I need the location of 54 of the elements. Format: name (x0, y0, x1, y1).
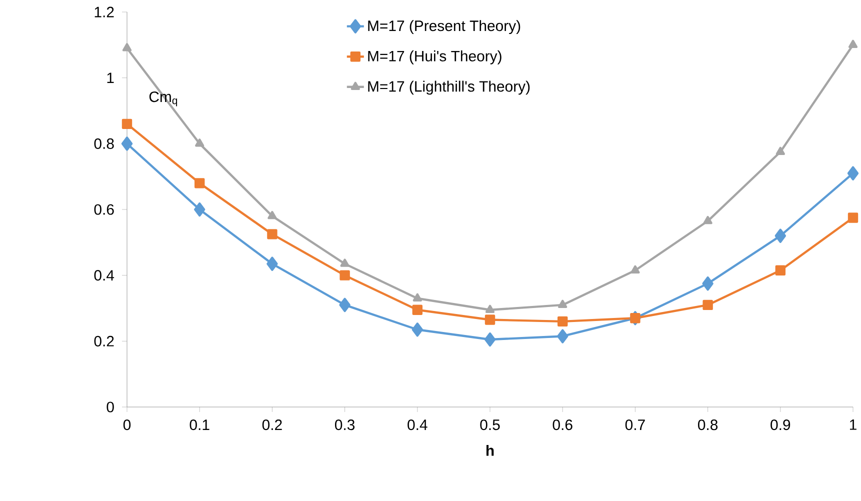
point (484, 332, 496, 347)
legend-label: M=17 (Hui's Theory) (368, 50, 502, 64)
y-tick-label: 0 (106, 402, 114, 412)
point (412, 293, 422, 302)
y-tick-label: 0.6 (94, 204, 114, 215)
x-tick-label: 0.4 (408, 420, 428, 430)
point (340, 258, 350, 267)
point (847, 166, 859, 180)
y-tick-label: 1.2 (94, 6, 114, 18)
point (558, 316, 568, 327)
point (122, 43, 132, 52)
point (702, 276, 714, 291)
point (630, 265, 640, 274)
x-tick-label: 1 (850, 420, 856, 430)
x-axis-title: h (486, 444, 494, 456)
point (558, 300, 568, 308)
point (266, 256, 278, 271)
point (194, 202, 206, 217)
point (703, 216, 712, 224)
x-tick-label: 0.1 (190, 420, 210, 430)
point (268, 210, 277, 220)
point (776, 146, 785, 155)
point (412, 322, 424, 337)
point (412, 304, 423, 315)
y-axis-title: Cm$_{q}$ (149, 92, 178, 106)
x-tick-label: 0.5 (480, 420, 500, 430)
point (340, 270, 350, 280)
point (122, 118, 132, 130)
y-tick-label: 0.8 (94, 138, 114, 149)
x-tick-label: 0.3 (334, 420, 355, 430)
point (848, 212, 858, 223)
x-tick-label: 0.6 (552, 420, 572, 430)
point (775, 265, 786, 276)
point (194, 178, 205, 188)
point (557, 329, 568, 344)
x-tick-label: 0.7 (625, 420, 645, 430)
y-tick-label: 0.4 (94, 270, 114, 281)
legend-label: M=17 (Lighthill's Theory) (368, 80, 530, 95)
point (485, 304, 495, 313)
point (195, 138, 204, 147)
point (339, 298, 350, 312)
legend-label: M=17 (Present Theory) (368, 20, 520, 34)
point (267, 229, 278, 240)
point (774, 228, 786, 243)
x-tick-label: 0 (123, 420, 131, 430)
y-tick-label: 0.2 (94, 336, 114, 346)
y-tick-label: 1 (107, 72, 114, 83)
point (121, 136, 133, 151)
x-tick-label: 0.9 (770, 420, 790, 430)
x-tick-label: 0.2 (262, 420, 282, 430)
point (484, 314, 496, 325)
point (702, 300, 713, 310)
x-tick-label: 0.8 (698, 420, 718, 430)
point (848, 40, 858, 48)
